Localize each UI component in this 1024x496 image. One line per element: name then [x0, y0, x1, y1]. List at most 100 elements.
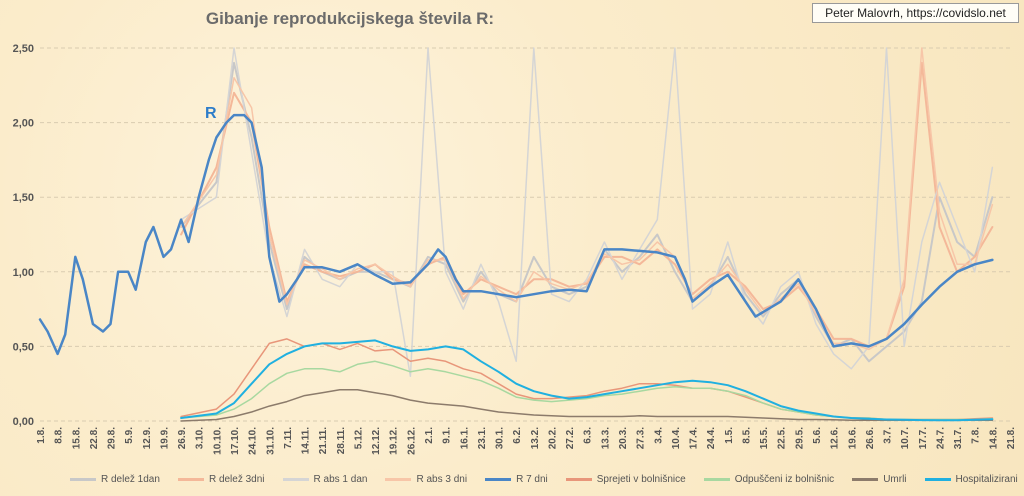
x-tick-label: 1.5. — [724, 427, 735, 444]
x-tick-label: 3.7. — [883, 427, 894, 444]
x-tick-label: 3.4. — [653, 427, 664, 444]
x-tick-label: 29.5. — [794, 427, 805, 449]
x-tick-label: 14.11. — [301, 427, 312, 454]
legend-item: Odpuščeni iz bolnišnic — [703, 470, 835, 488]
x-tick-label: 14.8. — [988, 427, 999, 449]
author-credit: Peter Malovrh, https://covidslo.net — [812, 3, 1019, 23]
x-tick-label: 21.11. — [318, 427, 329, 454]
legend-item: R delež 3dni — [177, 470, 265, 488]
x-tick-label: 15.5. — [759, 427, 770, 449]
series-line — [180, 360, 994, 421]
x-tick-label: 15.8. — [71, 427, 82, 449]
legend-swatch — [485, 477, 512, 481]
legend-swatch — [385, 477, 412, 481]
x-tick-label: 31.10. — [265, 427, 276, 455]
x-tick-label: 17.7. — [918, 427, 929, 449]
x-tick-label: 30.1. — [495, 427, 506, 449]
x-tick-label: 24.10. — [248, 427, 259, 455]
x-tick-label: 5.6. — [812, 427, 823, 444]
series-line — [180, 338, 994, 421]
x-tick-label: 1.8. — [36, 427, 47, 444]
x-tick-label: 12.9. — [142, 427, 153, 449]
legend-item: R abs 1 dan — [282, 470, 368, 488]
x-tick-label: 10.10. — [212, 427, 223, 455]
x-tick-label: 26.12. — [406, 427, 417, 455]
legend-label: R abs 3 dni — [416, 473, 468, 485]
legend-label: Odpuščeni iz bolnišnic — [734, 473, 835, 485]
legend-swatch — [924, 477, 951, 481]
y-tick-label: 0,50 — [13, 341, 34, 353]
x-tick-label: 10.7. — [900, 427, 911, 449]
legend-item: R abs 3 dni — [385, 470, 467, 488]
x-tick-label: 9.1. — [442, 427, 453, 444]
x-tick-label: 3.10. — [195, 427, 206, 449]
legend: R delež 1dan R delež 3dni R abs 1 dan R abs… — [70, 470, 1018, 488]
x-tick-label: 31.7. — [953, 427, 964, 449]
x-tick-label: 13.3. — [600, 427, 611, 449]
legend-item: Hospitalizirani — [924, 470, 1018, 488]
y-tick-label: 1,00 — [13, 267, 34, 279]
x-tick-label: 8.8. — [54, 427, 65, 444]
x-tick-label: 7.11. — [283, 427, 294, 449]
legend-swatch — [282, 477, 309, 481]
legend-item: Umrli — [852, 470, 907, 488]
x-tick-label: 24.7. — [935, 427, 946, 449]
legend-item: R delež 1dan — [70, 470, 160, 488]
x-tick-label: 10.4. — [671, 427, 682, 449]
x-tick-label: 24.4. — [706, 427, 717, 449]
legend-swatch — [177, 477, 204, 481]
x-tick-label: 26.9. — [177, 427, 188, 449]
legend-label: Hospitalizirani — [955, 473, 1018, 485]
x-tick-label: 12.6. — [830, 427, 841, 449]
x-tick-label: 16.1. — [459, 427, 470, 449]
x-tick-label: 20.3. — [618, 427, 629, 449]
y-tick-label: 0,00 — [13, 416, 34, 428]
x-tick-label: 6.3. — [583, 427, 594, 444]
x-tick-label: 23.1. — [477, 427, 488, 449]
legend-item: Sprejeti v bolnišnice — [565, 470, 686, 488]
x-tick-label: 13.2. — [530, 427, 541, 449]
x-tick-label: 27.2. — [565, 427, 576, 449]
x-tick-label: 27.3. — [636, 427, 647, 449]
y-tick-label: 2,50 — [13, 43, 34, 55]
legend-swatch — [703, 477, 730, 481]
x-tick-label: 17.4. — [689, 427, 700, 449]
legend-label: R abs 1 dan — [313, 473, 368, 485]
x-tick-label: 19.9. — [159, 427, 170, 449]
series-line — [180, 47, 994, 377]
y-tick-label: 2,00 — [13, 118, 34, 130]
x-tick-label: 20.2. — [547, 427, 558, 449]
legend-label: Umrli — [883, 473, 907, 485]
legend-label: R 7 dni — [516, 473, 548, 485]
legend-swatch — [70, 477, 96, 481]
x-tick-label: 19.6. — [847, 427, 858, 449]
x-tick-label: 5.12. — [353, 427, 364, 449]
legend-label: R delež 3dni — [208, 473, 265, 485]
legend-item: R 7 dni — [485, 470, 548, 488]
x-tick-label: 12.12. — [371, 427, 382, 455]
x-tick-label: 21.8. — [1006, 427, 1017, 449]
x-tick-label: 17.10. — [230, 427, 241, 455]
series-line — [38, 113, 994, 356]
x-tick-label: 2.1. — [424, 427, 435, 444]
series-line — [180, 339, 994, 422]
x-tick-label: 22.5. — [777, 427, 788, 449]
r-annotation: R — [205, 105, 217, 122]
legend-swatch — [852, 477, 879, 481]
x-tick-label: 6.2. — [512, 427, 523, 444]
legend-label: R delež 1dan — [101, 473, 160, 485]
x-tick-label: 8.5. — [741, 427, 752, 444]
x-tick-label: 7.8. — [971, 427, 982, 444]
series-line — [180, 388, 994, 422]
y-tick-label: 1,50 — [13, 192, 34, 204]
x-tick-label: 26.6. — [865, 427, 876, 449]
legend-label: Sprejeti v bolnišnice — [596, 473, 686, 485]
x-tick-label: 22.8. — [89, 427, 100, 449]
x-tick-label: 5.9. — [124, 427, 135, 444]
legend-swatch — [565, 477, 592, 481]
x-tick-label: 19.12. — [389, 427, 400, 455]
x-tick-label: 29.8. — [107, 427, 118, 449]
chart-title: Gibanje reprodukcijskega števila R: — [205, 9, 495, 28]
x-tick-label: 28.11. — [336, 427, 347, 454]
